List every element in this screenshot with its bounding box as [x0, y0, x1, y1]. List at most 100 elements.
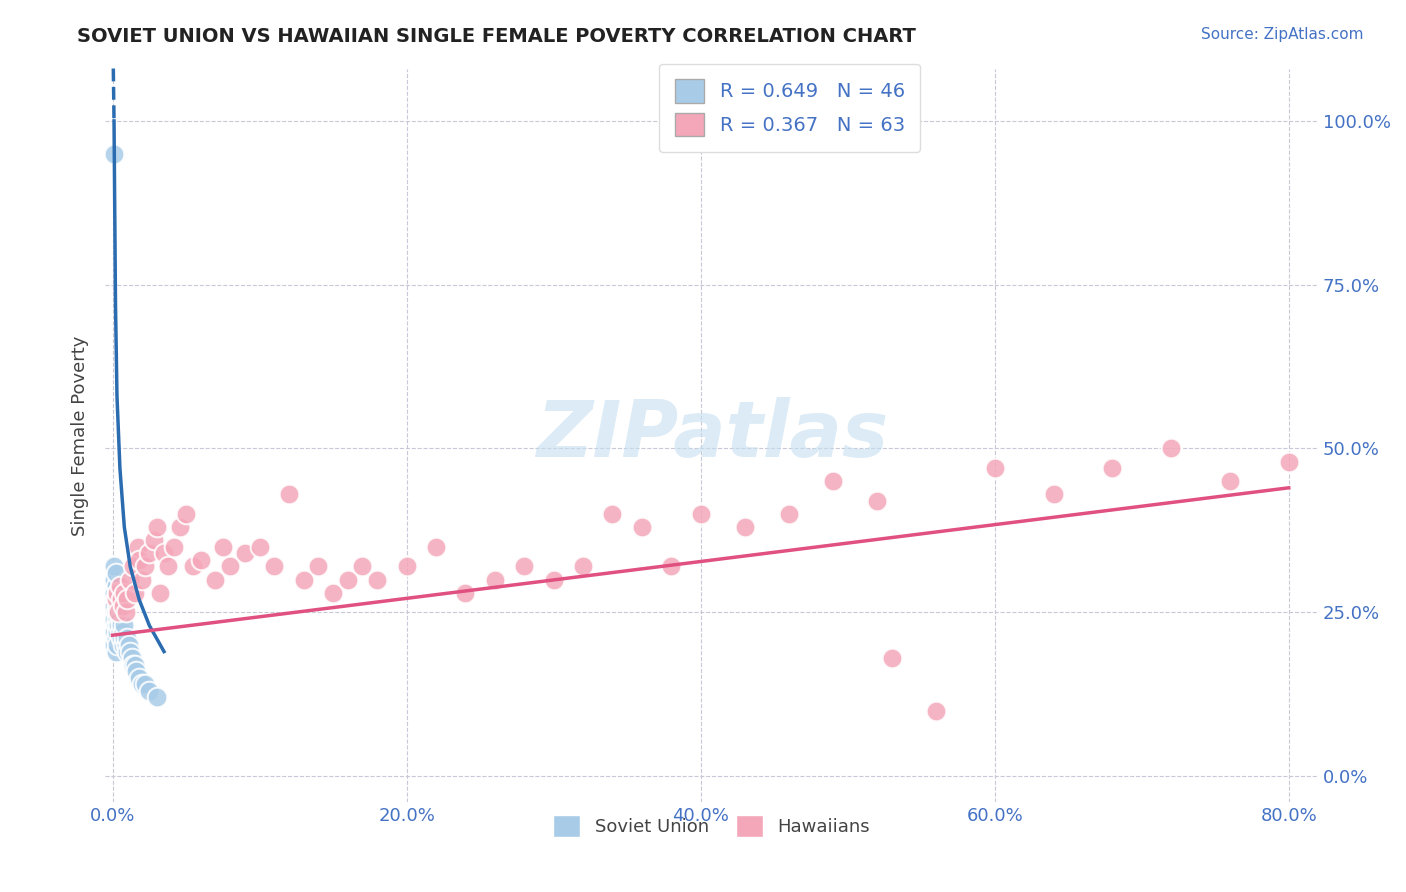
Point: [183, 559, 205, 574]
Point: [103, 612, 125, 626]
Point: [543, 573, 565, 587]
Point: [108, 624, 131, 639]
Point: [110, 592, 132, 607]
Text: Source: ZipAtlas.com: Source: ZipAtlas.com: [1201, 27, 1364, 42]
Point: [134, 559, 156, 574]
Point: [1278, 454, 1301, 468]
Point: [1219, 475, 1241, 489]
Point: [138, 684, 160, 698]
Point: [454, 585, 477, 599]
Point: [120, 573, 142, 587]
Point: [107, 605, 129, 619]
Point: [107, 592, 129, 607]
Point: [103, 585, 125, 599]
Point: [103, 146, 125, 161]
Point: [821, 475, 844, 489]
Point: [127, 540, 149, 554]
Point: [111, 638, 134, 652]
Point: [336, 573, 359, 587]
Point: [120, 644, 142, 658]
Point: [111, 599, 134, 613]
Point: [307, 559, 329, 574]
Point: [112, 585, 135, 599]
Point: [104, 605, 127, 619]
Point: [104, 644, 127, 658]
Legend: Soviet Union, Hawaiians: Soviet Union, Hawaiians: [546, 808, 877, 845]
Point: [190, 553, 212, 567]
Point: [104, 592, 127, 607]
Point: [131, 677, 153, 691]
Point: [366, 573, 388, 587]
Point: [103, 624, 125, 639]
Point: [111, 624, 134, 639]
Point: [117, 592, 139, 607]
Point: [103, 559, 125, 574]
Point: [128, 671, 150, 685]
Point: [659, 559, 682, 574]
Point: [352, 559, 374, 574]
Point: [263, 559, 285, 574]
Point: [122, 657, 145, 672]
Point: [880, 651, 903, 665]
Point: [104, 566, 127, 580]
Point: [925, 704, 948, 718]
Point: [1101, 461, 1123, 475]
Point: [983, 461, 1005, 475]
Point: [110, 618, 132, 632]
Point: [122, 559, 145, 574]
Point: [174, 507, 197, 521]
Point: [118, 638, 141, 652]
Point: [233, 546, 256, 560]
Point: [1042, 487, 1064, 501]
Y-axis label: Single Female Poverty: Single Female Poverty: [72, 335, 89, 535]
Point: [117, 632, 139, 646]
Point: [292, 573, 315, 587]
Point: [114, 638, 136, 652]
Point: [484, 573, 506, 587]
Point: [105, 638, 128, 652]
Point: [108, 579, 131, 593]
Point: [866, 494, 889, 508]
Point: [149, 585, 172, 599]
Point: [108, 612, 131, 626]
Point: [425, 540, 447, 554]
Point: [108, 599, 131, 613]
Point: [219, 559, 242, 574]
Point: [131, 573, 153, 587]
Point: [322, 585, 344, 599]
Point: [572, 559, 595, 574]
Point: [145, 520, 167, 534]
Point: [112, 632, 135, 646]
Point: [114, 605, 136, 619]
Text: ZIPatlas: ZIPatlas: [536, 398, 887, 474]
Point: [142, 533, 165, 548]
Point: [395, 559, 418, 574]
Point: [125, 665, 148, 679]
Point: [1160, 442, 1182, 456]
Point: [124, 657, 146, 672]
Point: [104, 592, 127, 607]
Point: [112, 618, 135, 632]
Point: [128, 553, 150, 567]
Point: [105, 599, 128, 613]
Point: [105, 585, 128, 599]
Point: [105, 612, 128, 626]
Point: [134, 677, 156, 691]
Point: [153, 546, 176, 560]
Point: [204, 573, 226, 587]
Point: [104, 618, 127, 632]
Point: [138, 546, 160, 560]
Point: [169, 520, 191, 534]
Point: [107, 605, 129, 619]
Point: [117, 644, 139, 658]
Text: SOVIET UNION VS HAWAIIAN SINGLE FEMALE POVERTY CORRELATION CHART: SOVIET UNION VS HAWAIIAN SINGLE FEMALE P…: [77, 27, 917, 45]
Point: [157, 559, 180, 574]
Point: [249, 540, 271, 554]
Point: [104, 632, 127, 646]
Point: [211, 540, 233, 554]
Point: [145, 690, 167, 705]
Point: [778, 507, 800, 521]
Point: [121, 651, 143, 665]
Point: [103, 638, 125, 652]
Point: [689, 507, 711, 521]
